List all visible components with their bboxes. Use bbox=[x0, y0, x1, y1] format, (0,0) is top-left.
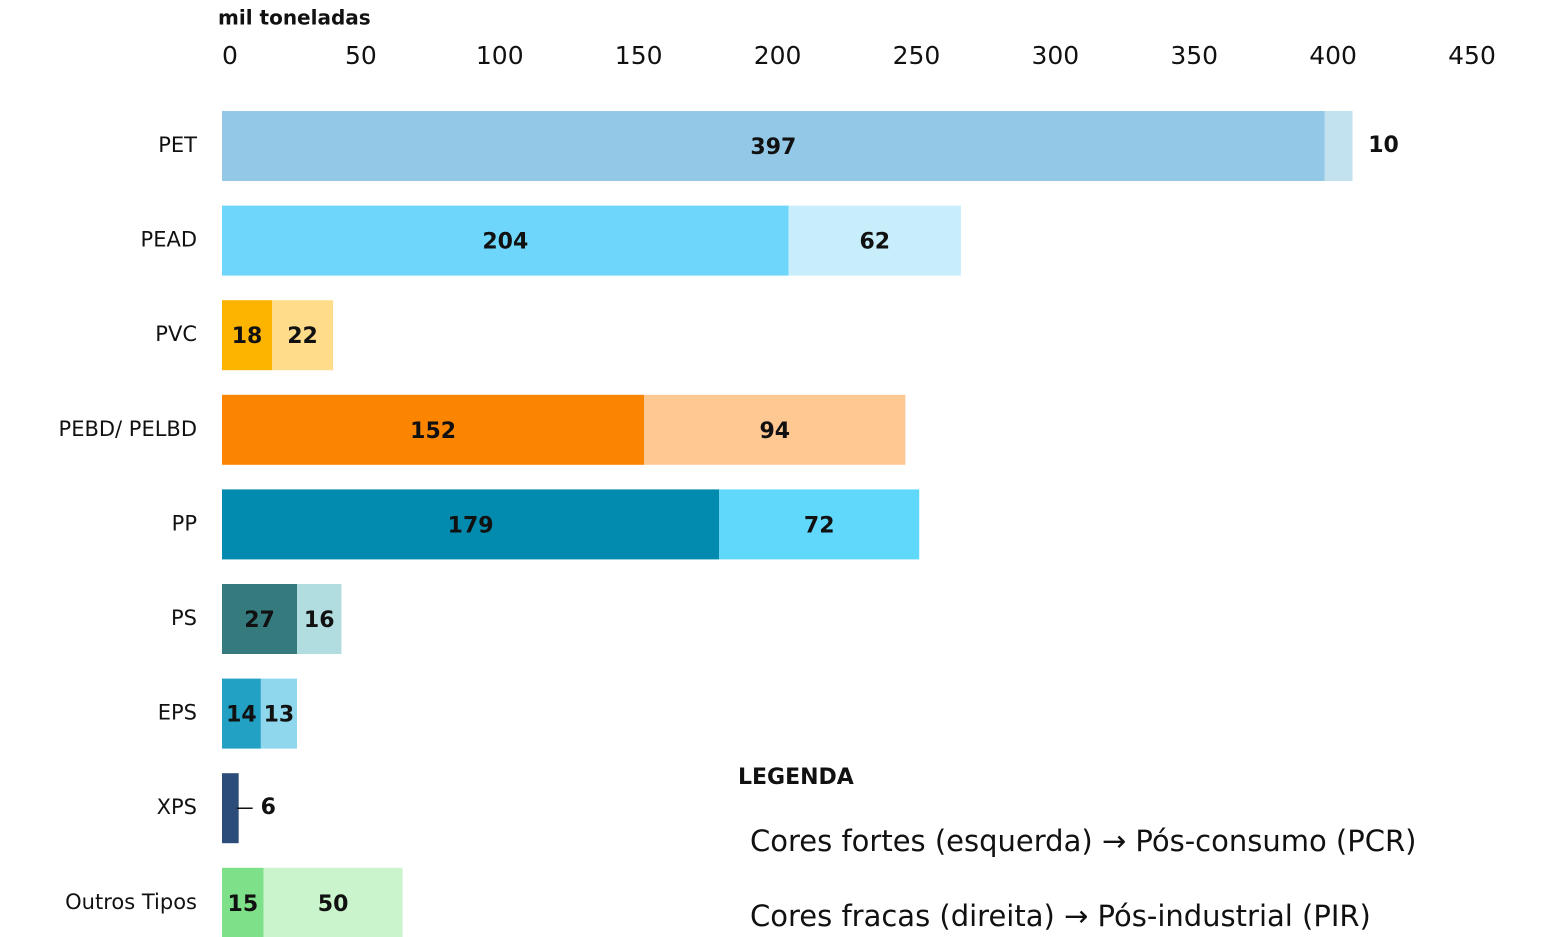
value-label: 179 bbox=[448, 513, 494, 538]
bar-segment bbox=[222, 489, 720, 560]
x-tick-label: 250 bbox=[893, 41, 941, 70]
value-label: 152 bbox=[410, 419, 456, 444]
bar-segment bbox=[644, 394, 906, 465]
value-label: 16 bbox=[304, 608, 335, 633]
bar-segment bbox=[719, 489, 920, 560]
bar-segment bbox=[222, 773, 239, 844]
bar-segment bbox=[1324, 111, 1353, 181]
x-tick-label: 400 bbox=[1309, 41, 1357, 70]
category-label: PVC bbox=[155, 322, 197, 346]
x-tick-label: 100 bbox=[476, 41, 524, 70]
x-tick-label: 300 bbox=[1031, 41, 1079, 70]
bar-segment bbox=[272, 300, 334, 371]
value-label: 27 bbox=[244, 608, 275, 633]
category-label: PS bbox=[171, 606, 197, 630]
value-label: 62 bbox=[859, 230, 890, 255]
x-tick-label: 50 bbox=[345, 41, 377, 70]
x-tick-label: 450 bbox=[1448, 41, 1496, 70]
value-label: 22 bbox=[287, 324, 318, 349]
x-tick-label: 150 bbox=[615, 41, 663, 70]
value-label: 72 bbox=[804, 513, 835, 538]
legend-title: LEGENDA bbox=[738, 765, 854, 790]
value-label: 50 bbox=[318, 892, 349, 917]
x-tick-label: 200 bbox=[754, 41, 802, 70]
legend-entry: Cores fortes (esquerda) → Pós-consumo (P… bbox=[750, 824, 1416, 858]
bar-segment bbox=[222, 111, 1325, 181]
bar-segment bbox=[222, 867, 264, 937]
legend-entry: Cores fracas (direita) → Pós-industrial … bbox=[750, 899, 1371, 933]
bar-segment bbox=[788, 205, 961, 276]
value-label: 15 bbox=[228, 892, 259, 917]
category-label: PEBD/ PELBD bbox=[59, 417, 197, 441]
bar-segment bbox=[222, 205, 789, 276]
bar-segment bbox=[260, 678, 297, 749]
value-label: 204 bbox=[482, 230, 528, 255]
bar-segment bbox=[222, 584, 297, 654]
category-label: Outros Tipos bbox=[65, 890, 197, 914]
bar-segment bbox=[222, 678, 261, 749]
category-label: PET bbox=[158, 133, 197, 157]
category-label: PEAD bbox=[141, 228, 197, 252]
category-label: XPS bbox=[157, 795, 197, 819]
bar-segment bbox=[222, 300, 272, 371]
bar-segment bbox=[297, 584, 342, 654]
value-label: 94 bbox=[759, 419, 790, 444]
value-label: 397 bbox=[750, 135, 796, 160]
axis-title: mil toneladas bbox=[218, 6, 371, 30]
value-label: 6 bbox=[261, 795, 276, 820]
x-tick-label: 0 bbox=[222, 41, 238, 70]
category-label: EPS bbox=[158, 701, 197, 725]
value-label: 10 bbox=[1368, 133, 1399, 158]
category-label: PP bbox=[172, 511, 197, 535]
value-label: 13 bbox=[264, 703, 295, 728]
x-tick-label: 350 bbox=[1170, 41, 1218, 70]
bar-segment bbox=[222, 394, 645, 465]
value-label: 14 bbox=[226, 703, 257, 728]
value-label: 18 bbox=[232, 324, 263, 349]
bar-segment bbox=[263, 867, 403, 937]
